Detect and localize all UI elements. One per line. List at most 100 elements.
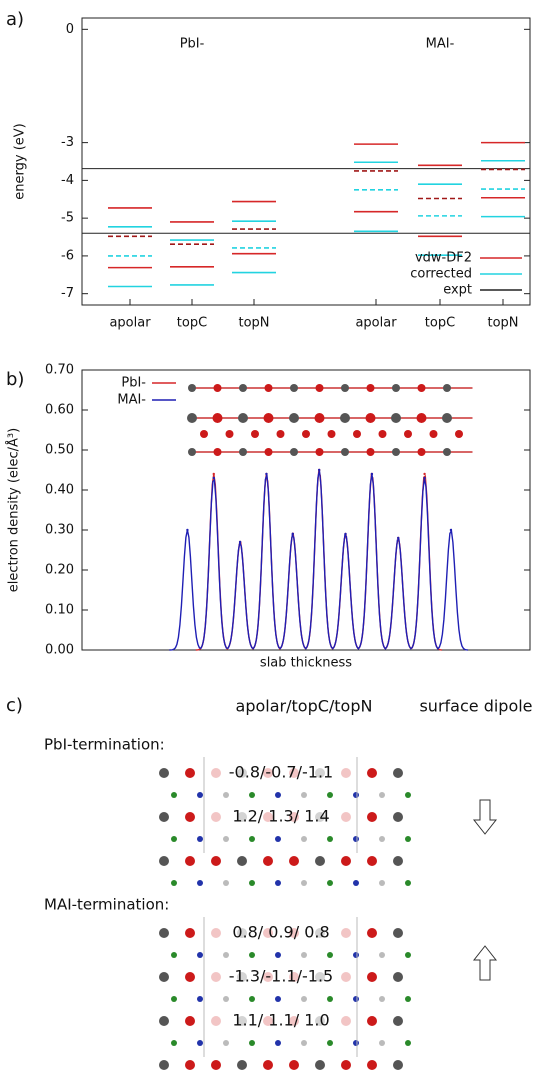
atom: [275, 880, 281, 886]
atom: [275, 996, 281, 1002]
label-bg: [210, 762, 352, 784]
atom: [353, 430, 361, 438]
y-tick-label: -7: [61, 286, 74, 301]
dipole-value: 1.2/ 1.3/ 1.4: [232, 807, 329, 826]
atom: [249, 792, 255, 798]
atom: [223, 792, 229, 798]
atom: [327, 952, 333, 958]
group-label: MAI-: [426, 37, 455, 52]
atom: [249, 996, 255, 1002]
atom: [379, 792, 385, 798]
y-tick-label: 0.20: [45, 563, 74, 578]
atom: [353, 1040, 359, 1046]
atom: [327, 430, 336, 438]
atom: [404, 430, 412, 438]
atom: [159, 1060, 169, 1070]
atom: [197, 996, 203, 1002]
plot-frame: [81, 17, 531, 306]
label-bg: [210, 966, 352, 988]
x-tick-label: apolar: [355, 316, 397, 331]
atom: [405, 1040, 411, 1046]
panel-label: c): [6, 695, 23, 716]
atom: [237, 1060, 247, 1070]
peak: [449, 528, 453, 532]
panel-label: a): [6, 9, 24, 30]
y-tick-label: 0.00: [45, 643, 74, 658]
atom: [367, 1060, 377, 1070]
atom: [171, 1040, 177, 1046]
atom: [223, 880, 229, 886]
atom: [290, 384, 298, 392]
atom: [213, 448, 222, 456]
atom: [275, 952, 281, 958]
atom: [366, 448, 375, 456]
atom: [341, 448, 349, 456]
atom: [171, 792, 177, 798]
atom: [367, 928, 377, 938]
atom: [393, 768, 403, 778]
peak: [317, 468, 321, 472]
legend-label: vdw-DF2: [415, 251, 472, 266]
atom: [223, 952, 229, 958]
atom: [341, 1060, 351, 1070]
atom: [429, 430, 438, 438]
atom: [379, 880, 385, 886]
atom: [378, 430, 387, 438]
atom: [393, 928, 403, 938]
atom: [188, 384, 196, 392]
atom: [416, 413, 427, 423]
atom: [327, 836, 333, 842]
atom: [263, 1060, 273, 1070]
atom: [405, 952, 411, 958]
atom: [340, 413, 350, 423]
y-tick-label: 0.40: [45, 483, 74, 498]
x-axis-label: slab thickness: [260, 656, 352, 671]
atom: [185, 856, 195, 866]
atom: [353, 836, 359, 842]
atom: [171, 880, 177, 886]
atom: [289, 413, 299, 423]
atom: [211, 1060, 221, 1070]
atom: [239, 448, 247, 456]
atom: [379, 836, 385, 842]
atom: [159, 1016, 169, 1026]
heading: surface dipole: [419, 697, 532, 716]
atom: [367, 856, 377, 866]
atom: [367, 972, 377, 982]
atom: [249, 880, 255, 886]
atom: [327, 1040, 333, 1046]
atom: [197, 1040, 203, 1046]
atom: [171, 996, 177, 1002]
atom: [185, 928, 195, 938]
atom: [301, 792, 307, 798]
peak: [212, 472, 215, 476]
atom: [275, 836, 281, 842]
peak: [397, 536, 400, 540]
section-title: PbI-termination:: [44, 736, 165, 754]
atom: [417, 448, 426, 456]
peak: [291, 532, 295, 536]
x-tick-label: topC: [425, 316, 455, 331]
atom: [301, 996, 307, 1002]
atom: [393, 1016, 403, 1026]
plot-frame: [81, 369, 531, 651]
atom: [443, 384, 451, 392]
atom: [159, 812, 169, 822]
atom: [185, 972, 195, 982]
atom: [405, 996, 411, 1002]
atom: [393, 812, 403, 822]
x-tick-label: topN: [487, 316, 518, 331]
atom: [315, 448, 324, 456]
y-tick-label: -5: [61, 211, 74, 226]
atom: [238, 413, 248, 423]
y-tick-label: -6: [61, 248, 74, 263]
atom: [455, 430, 463, 438]
atom: [249, 952, 255, 958]
label-bg: [210, 806, 352, 828]
atom: [367, 768, 377, 778]
legend-label: expt: [443, 283, 472, 298]
atom: [392, 384, 400, 392]
x-tick-label: apolar: [109, 316, 151, 331]
y-tick-label: 0.50: [45, 443, 74, 458]
panel-label: b): [6, 369, 24, 390]
